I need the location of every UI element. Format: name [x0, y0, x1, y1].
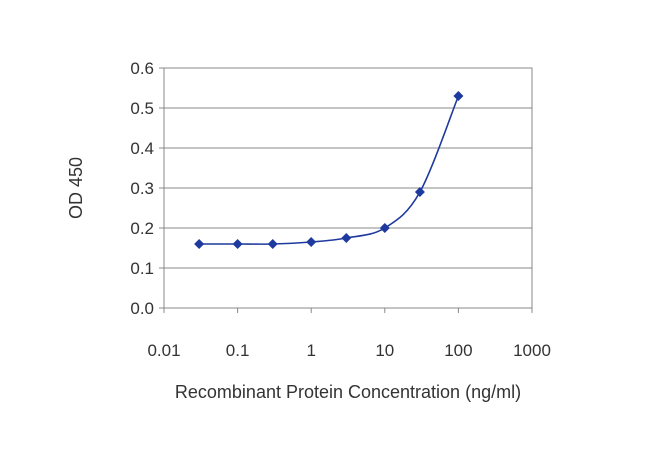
x-tick-label: 0.1: [226, 341, 250, 360]
data-point-marker: [267, 239, 278, 249]
x-axis-title: Recombinant Protein Concentration (ng/ml…: [175, 382, 521, 402]
y-tick-label: 0.0: [130, 299, 154, 318]
y-tick-label: 0.1: [130, 259, 154, 278]
data-point-marker: [414, 187, 425, 197]
y-tick-label: 0.2: [130, 219, 154, 238]
x-tick-label: 0.01: [147, 341, 180, 360]
data-point-marker: [306, 237, 317, 247]
y-tick-label: 0.4: [130, 139, 154, 158]
y-axis-title: OD 450: [66, 157, 86, 219]
grid-lines: [164, 107, 532, 269]
x-tick-label: 10: [375, 341, 394, 360]
series-curve: [199, 95, 460, 245]
x-tick-label: 1: [306, 341, 315, 360]
x-axis-ticks: 0.01 0.1 1 10 100 1000: [147, 308, 551, 360]
x-tick-label: 100: [444, 341, 472, 360]
data-point-marker: [379, 223, 390, 233]
y-axis-ticks: 0.0 0.1 0.2 0.3 0.4 0.5 0.6: [130, 59, 164, 318]
y-tick-label: 0.3: [130, 179, 154, 198]
data-point-marker: [194, 239, 205, 249]
data-point-marker: [232, 239, 243, 249]
data-point-marker: [341, 233, 352, 243]
y-tick-label: 0.6: [130, 59, 154, 78]
data-point-marker: [453, 91, 464, 101]
y-tick-label: 0.5: [130, 99, 154, 118]
x-tick-label: 1000: [513, 341, 551, 360]
series-markers: [194, 91, 464, 249]
